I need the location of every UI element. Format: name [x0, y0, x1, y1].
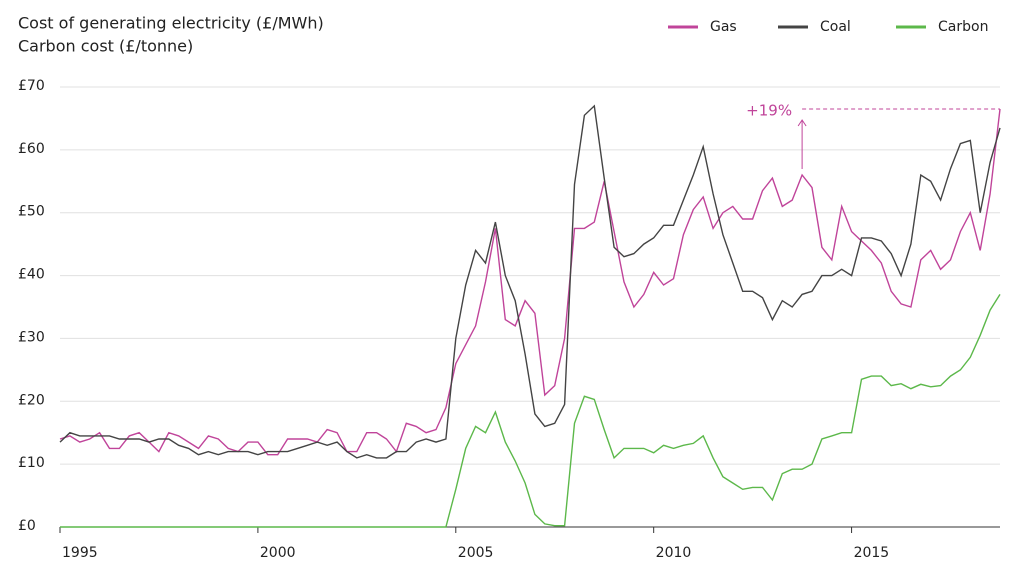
x-tick-label: 2005	[458, 545, 494, 561]
chart-subtitle: Carbon cost (£/tonne)	[18, 37, 193, 56]
y-tick-label: £30	[18, 329, 45, 345]
x-tick-label: 2000	[260, 545, 296, 561]
annotation-label: +19%	[746, 102, 792, 120]
x-tick-label: 1995	[62, 545, 98, 561]
y-tick-label: £10	[18, 455, 45, 471]
line-series	[60, 294, 1001, 528]
legend-label: Coal	[820, 19, 851, 35]
y-tick-label: £0	[18, 518, 36, 534]
legend-label: Carbon	[938, 19, 988, 35]
line-series	[59, 104, 1001, 459]
x-tick-label: 2015	[854, 545, 890, 561]
y-tick-label: £60	[18, 141, 45, 157]
y-tick-label: £40	[18, 267, 45, 283]
annotation-arrowhead	[797, 119, 807, 127]
legend-label: Gas	[710, 19, 737, 35]
line-series	[59, 108, 1001, 456]
y-tick-label: £20	[18, 392, 45, 408]
x-tick-label: 2010	[656, 545, 692, 561]
y-tick-label: £70	[18, 78, 45, 94]
y-tick-label: £50	[18, 204, 45, 220]
chart-title: Cost of generating electricity (£/MWh)	[18, 14, 324, 33]
